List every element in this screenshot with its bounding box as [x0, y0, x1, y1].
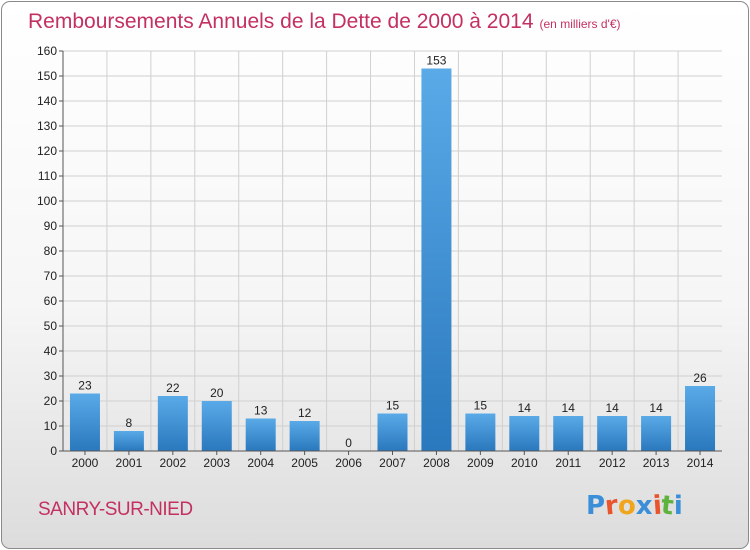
- bar-2002: [157, 396, 188, 451]
- bar-2013: [641, 416, 672, 451]
- x-tick-label: 2004: [247, 456, 274, 470]
- x-tick-label: 2013: [643, 456, 670, 470]
- x-tick-label: 2012: [599, 456, 626, 470]
- bar-value-label: 14: [649, 401, 663, 415]
- labels: 0102030405060708090100110120130140150160…: [37, 44, 714, 470]
- y-tick-label: 80: [44, 244, 58, 258]
- bar-value-label: 153: [426, 54, 446, 68]
- logo-letter: i: [673, 491, 683, 521]
- bar-2001: [113, 431, 144, 451]
- y-tick-label: 10: [44, 419, 58, 433]
- y-tick-label: 110: [38, 169, 57, 183]
- y-tick-label: 50: [44, 319, 58, 333]
- bar-2008: [421, 68, 452, 451]
- y-tick-label: 70: [44, 269, 58, 283]
- y-tick-label: 90: [44, 219, 58, 233]
- bar-2010: [509, 416, 540, 451]
- x-tick-label: 2014: [687, 456, 714, 470]
- x-tick-label: 2009: [467, 456, 494, 470]
- bar-value-label: 14: [518, 401, 532, 415]
- bar-2011: [553, 416, 584, 451]
- y-tick-label: 20: [44, 394, 58, 408]
- bar-value-label: 14: [562, 401, 576, 415]
- x-tick-label: 2001: [116, 456, 143, 470]
- x-tick-label: 2005: [291, 456, 318, 470]
- y-tick-label: 120: [37, 144, 57, 158]
- bar-value-label: 23: [78, 379, 92, 393]
- bar-value-label: 15: [386, 399, 400, 413]
- bar-value-label: 0: [345, 436, 352, 450]
- x-tick-label: 2003: [203, 456, 230, 470]
- bar-2005: [289, 421, 320, 451]
- place-name: SANRY-SUR-NIED: [38, 499, 193, 520]
- chart-title: Remboursements Annuels de la Dette de 20…: [28, 10, 621, 34]
- logo-letter: o: [616, 490, 638, 522]
- bar-2007: [377, 413, 408, 451]
- bar-value-label: 20: [210, 386, 224, 400]
- bar-2004: [245, 418, 276, 451]
- y-tick-label: 160: [37, 44, 57, 58]
- logo-letter: P: [586, 491, 606, 521]
- bar-value-label: 26: [693, 371, 707, 385]
- x-tick-label: 2010: [511, 456, 538, 470]
- bar-2000: [69, 393, 100, 451]
- bar-2003: [201, 401, 232, 451]
- logo-letter: x: [635, 491, 653, 521]
- bar-2014: [685, 386, 716, 451]
- bar-value-label: 13: [254, 404, 268, 418]
- chart-unit: (en milliers d'€): [539, 17, 621, 31]
- bar-value-label: 8: [126, 416, 133, 430]
- y-tick-label: 150: [37, 69, 57, 83]
- bar-value-label: 15: [474, 399, 488, 413]
- x-tick-label: 2008: [423, 456, 450, 470]
- chart-title-text: Remboursements Annuels de la Dette de 20…: [28, 10, 534, 33]
- bar-value-label: 22: [166, 381, 180, 395]
- y-tick-label: 130: [37, 119, 57, 133]
- grid-lines: [63, 50, 722, 451]
- x-tick-label: 2002: [159, 456, 186, 470]
- bar-value-label: 12: [298, 406, 312, 420]
- x-tick-label: 2011: [555, 456, 581, 470]
- axes: [59, 50, 722, 455]
- bars: [69, 68, 716, 451]
- x-tick-label: 2000: [72, 456, 99, 470]
- bar-2009: [465, 413, 496, 451]
- y-tick-label: 40: [44, 344, 58, 358]
- bar-value-label: 14: [605, 401, 619, 415]
- bar-2012: [597, 416, 628, 451]
- x-tick-label: 2007: [379, 456, 406, 470]
- y-tick-label: 140: [37, 94, 57, 108]
- proxiti-logo: Proxiti: [586, 490, 683, 522]
- y-tick-label: 0: [50, 444, 57, 458]
- y-tick-label: 30: [44, 369, 58, 383]
- y-tick-label: 60: [44, 294, 58, 308]
- y-tick-label: 100: [37, 194, 57, 208]
- x-tick-label: 2006: [335, 456, 362, 470]
